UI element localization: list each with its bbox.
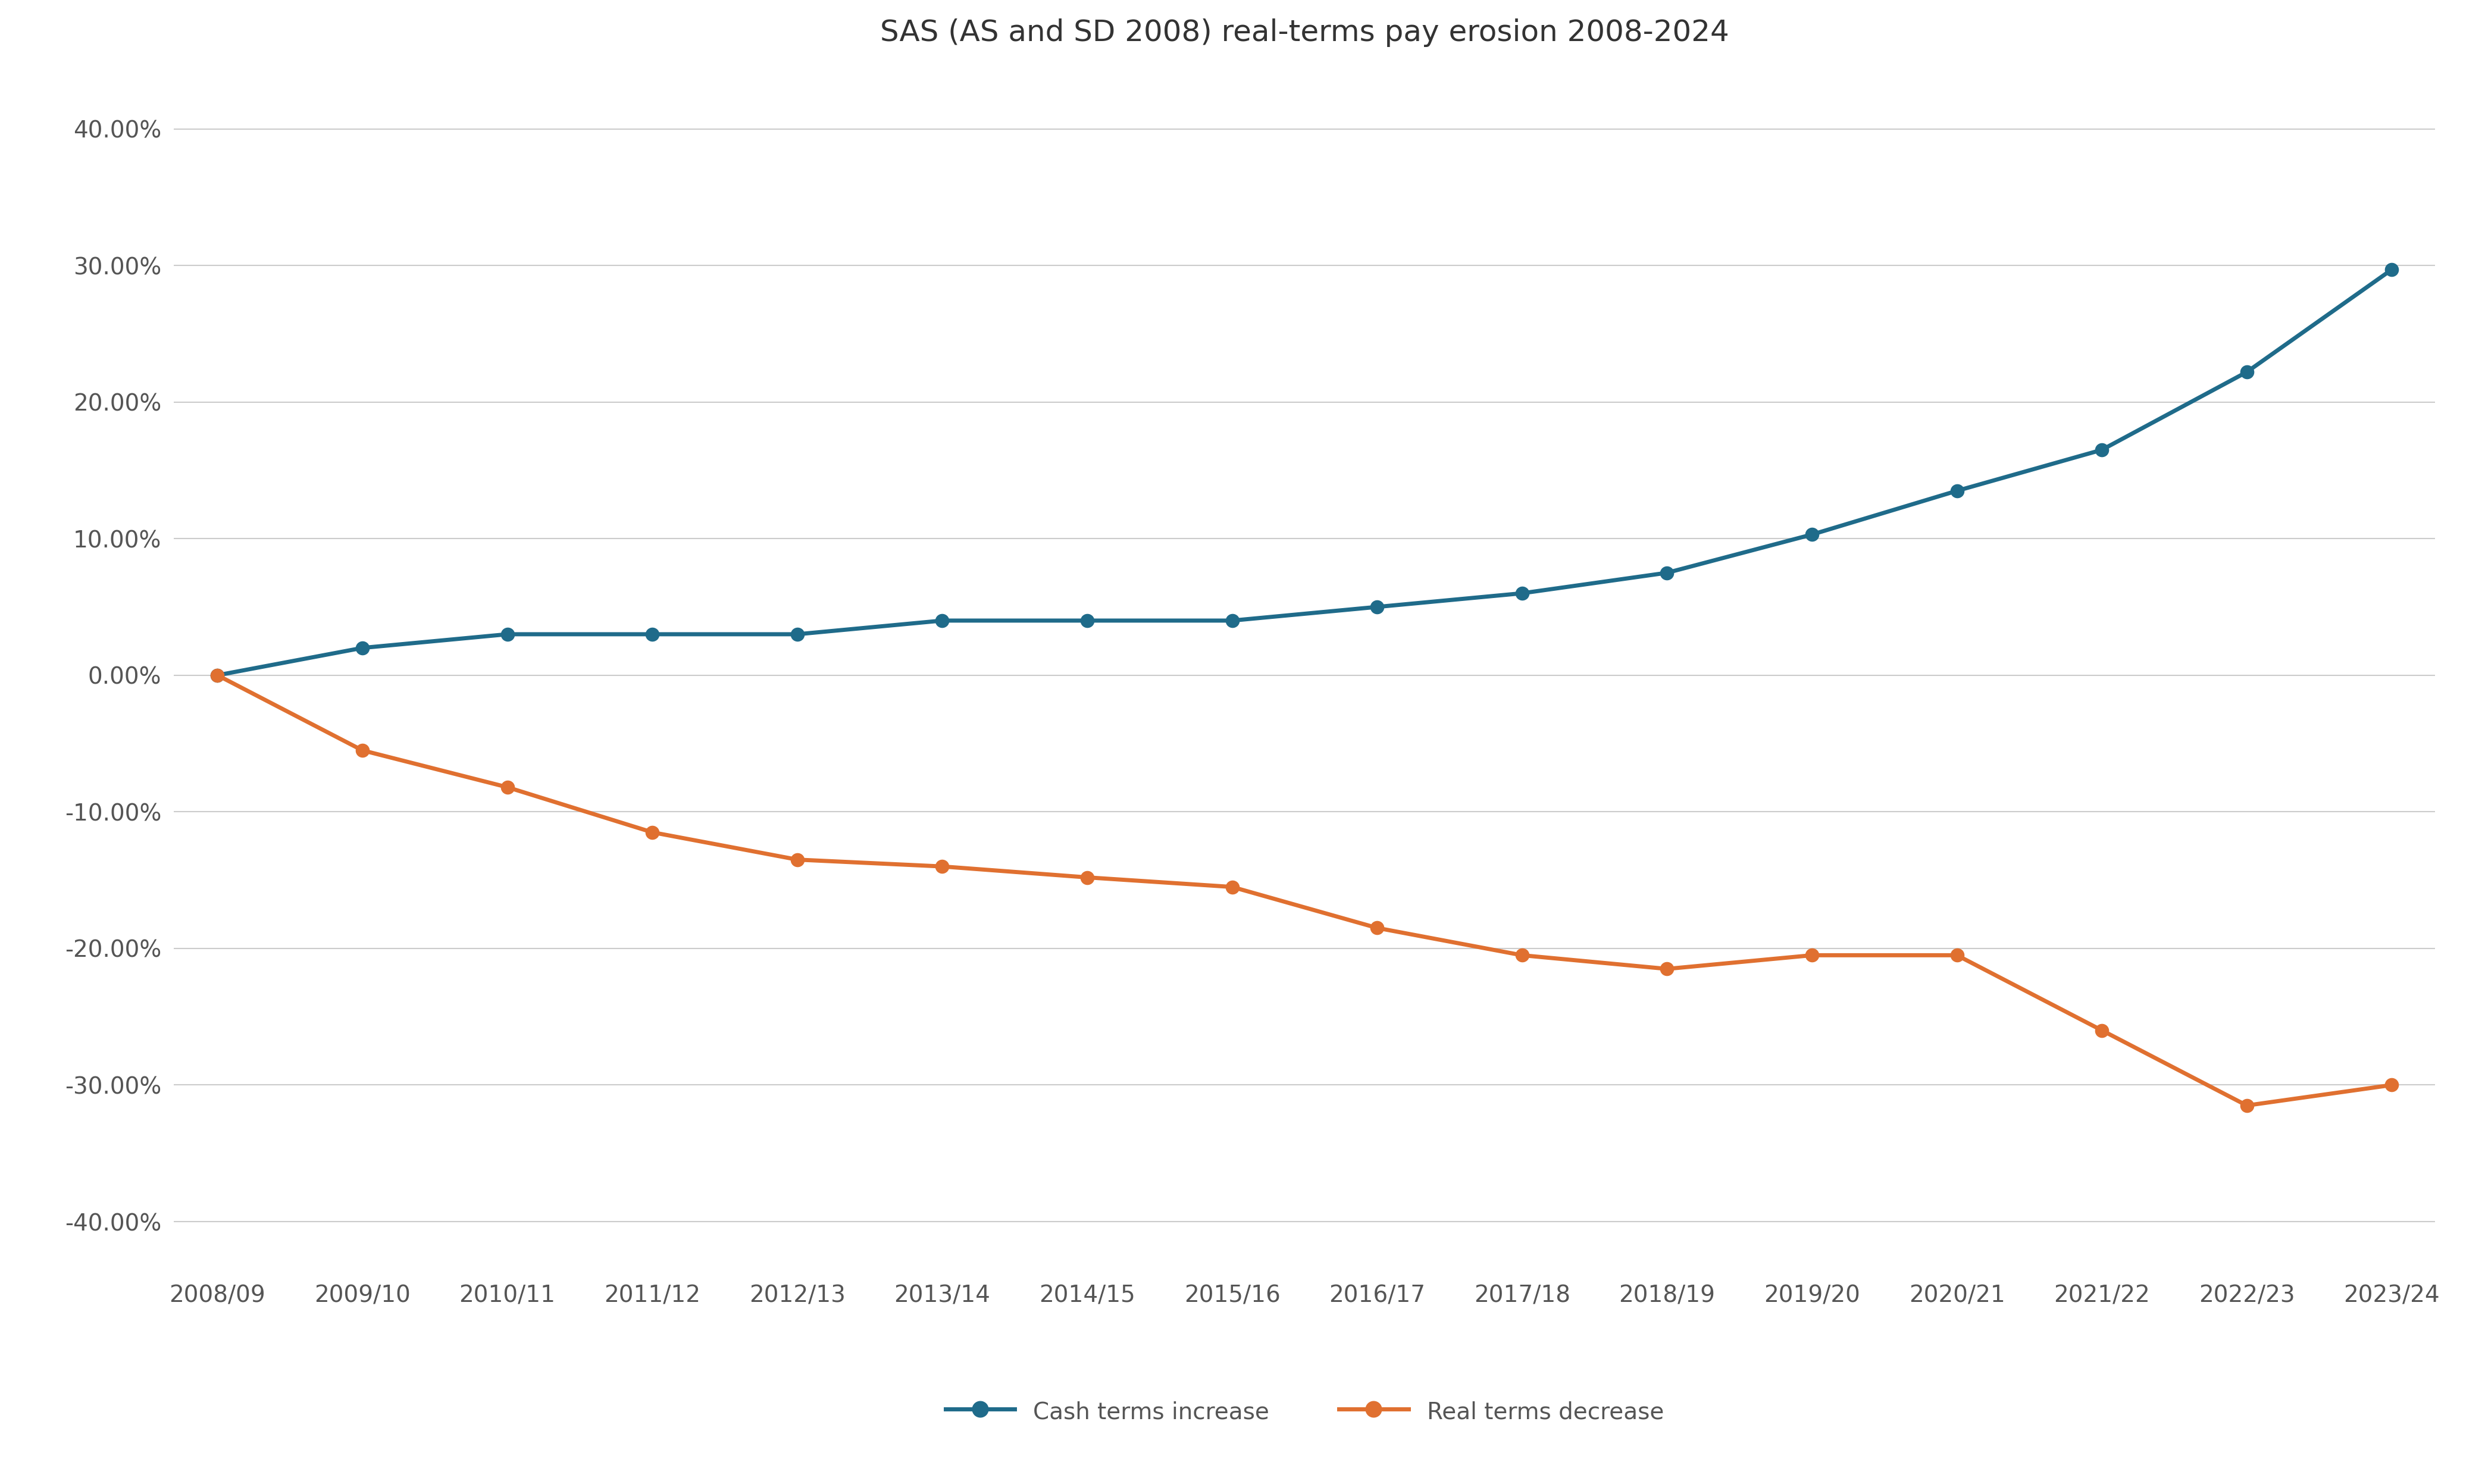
Cash terms increase bbox=[2376, 261, 2405, 279]
Line: Cash terms increase: Cash terms increase bbox=[211, 263, 2398, 681]
Cash terms increase bbox=[1797, 525, 1826, 543]
Line: Real terms decrease: Real terms decrease bbox=[211, 669, 2398, 1112]
Title: SAS (AS and SD 2008) real-terms pay erosion 2008-2024: SAS (AS and SD 2008) real-terms pay eros… bbox=[880, 18, 1730, 47]
Legend: Cash terms increase, Real terms decrease: Cash terms increase, Real terms decrease bbox=[937, 1391, 1672, 1434]
Real terms decrease bbox=[1218, 879, 1247, 896]
Real terms decrease bbox=[1506, 947, 1536, 965]
Cash terms increase bbox=[204, 666, 234, 684]
Real terms decrease bbox=[348, 742, 378, 760]
Cash terms increase bbox=[1218, 611, 1247, 629]
Cash terms increase bbox=[492, 625, 522, 643]
Cash terms increase bbox=[1506, 585, 1536, 603]
Real terms decrease bbox=[204, 666, 234, 684]
Real terms decrease bbox=[636, 824, 666, 841]
Real terms decrease bbox=[2087, 1021, 2117, 1039]
Real terms decrease bbox=[1074, 868, 1103, 886]
Cash terms increase bbox=[348, 640, 378, 657]
Cash terms increase bbox=[2087, 441, 2117, 459]
Real terms decrease bbox=[2376, 1076, 2405, 1094]
Real terms decrease bbox=[1653, 960, 1682, 978]
Cash terms increase bbox=[927, 611, 957, 629]
Cash terms increase bbox=[1362, 598, 1392, 616]
Real terms decrease bbox=[2232, 1097, 2261, 1114]
Real terms decrease bbox=[492, 778, 522, 795]
Real terms decrease bbox=[1362, 919, 1392, 936]
Real terms decrease bbox=[927, 858, 957, 876]
Cash terms increase bbox=[1653, 564, 1682, 582]
Cash terms increase bbox=[783, 625, 813, 643]
Cash terms increase bbox=[636, 625, 666, 643]
Cash terms increase bbox=[2232, 364, 2261, 381]
Real terms decrease bbox=[783, 850, 813, 868]
Real terms decrease bbox=[1943, 947, 1973, 965]
Real terms decrease bbox=[1797, 947, 1826, 965]
Cash terms increase bbox=[1943, 482, 1973, 500]
Cash terms increase bbox=[1074, 611, 1103, 629]
